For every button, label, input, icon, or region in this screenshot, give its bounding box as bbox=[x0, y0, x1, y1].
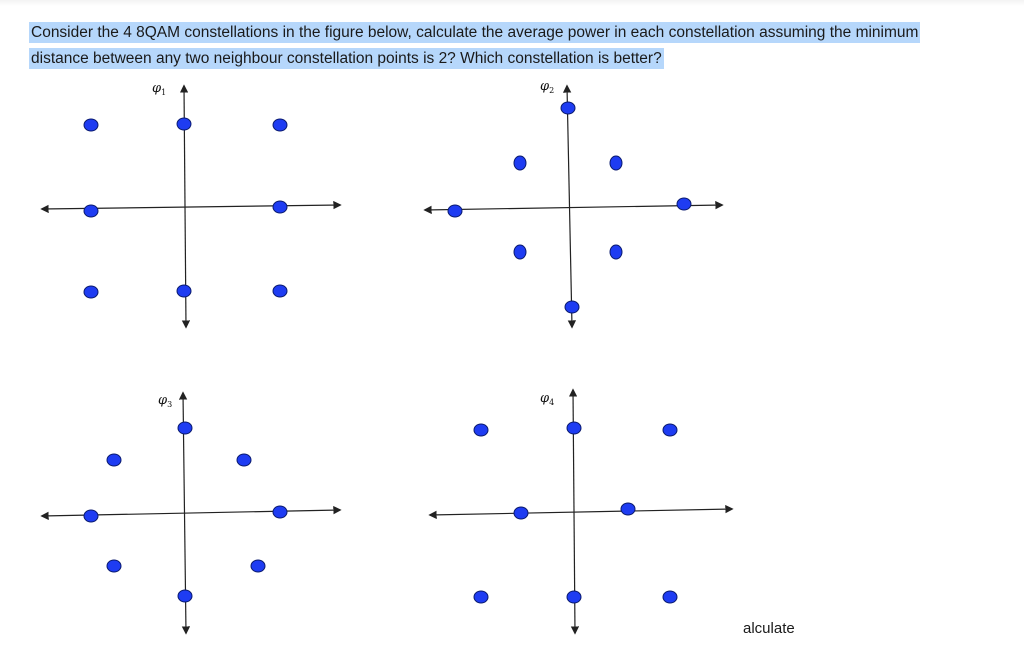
constellation-3-axis-label: φ3 bbox=[158, 393, 172, 409]
constellation-point bbox=[560, 101, 576, 115]
constellation-1-axis-label: φ1 bbox=[152, 81, 166, 97]
constellation-3: φ3 bbox=[40, 391, 342, 635]
constellation-point bbox=[447, 204, 463, 218]
constellation-point bbox=[176, 117, 192, 131]
constellation-point bbox=[272, 200, 288, 214]
constellation-4-points bbox=[473, 421, 678, 604]
constellation-point bbox=[176, 284, 192, 298]
constellation-point bbox=[106, 559, 122, 573]
constellation-point bbox=[609, 155, 623, 171]
constellation-point bbox=[83, 285, 99, 299]
constellation-3-points bbox=[83, 421, 288, 603]
constellation-2-points bbox=[447, 101, 692, 314]
constellation-point bbox=[566, 421, 582, 435]
constellation-point bbox=[177, 421, 193, 435]
constellation-point bbox=[272, 284, 288, 298]
constellation-1: φ1 bbox=[40, 81, 342, 329]
constellation-4: φ4 bbox=[428, 388, 734, 635]
constellation-4-in-phase-axis bbox=[428, 504, 734, 520]
constellation-2-axis-label: φ2 bbox=[540, 79, 554, 95]
constellation-point bbox=[83, 509, 99, 523]
constellation-point bbox=[513, 244, 527, 260]
constellation-point bbox=[513, 155, 527, 171]
constellation-point bbox=[236, 453, 252, 467]
top-edge bbox=[0, 0, 1024, 6]
constellation-2: φ2 bbox=[423, 79, 724, 329]
stray-text: alculate bbox=[743, 620, 795, 637]
constellation-point bbox=[177, 589, 193, 603]
constellation-point bbox=[566, 590, 582, 604]
constellation-point bbox=[620, 502, 636, 516]
question-text: Consider the 4 8QAM constellations in th… bbox=[29, 20, 969, 72]
constellation-point bbox=[473, 423, 489, 437]
constellation-2-quadrature-axis bbox=[562, 84, 577, 329]
constellation-point bbox=[609, 244, 623, 260]
constellation-point bbox=[272, 118, 288, 132]
constellation-point bbox=[513, 506, 529, 520]
constellation-1-points bbox=[83, 117, 288, 299]
constellation-point bbox=[473, 590, 489, 604]
constellation-point bbox=[676, 197, 692, 211]
constellation-point bbox=[83, 204, 99, 218]
constellation-point bbox=[272, 505, 288, 519]
constellation-point bbox=[106, 453, 122, 467]
constellation-point bbox=[662, 590, 678, 604]
constellation-point bbox=[662, 423, 678, 437]
constellation-point bbox=[83, 118, 99, 132]
constellation-point bbox=[564, 300, 580, 314]
constellation-point bbox=[250, 559, 266, 573]
constellation-4-axis-label: φ4 bbox=[540, 391, 554, 407]
